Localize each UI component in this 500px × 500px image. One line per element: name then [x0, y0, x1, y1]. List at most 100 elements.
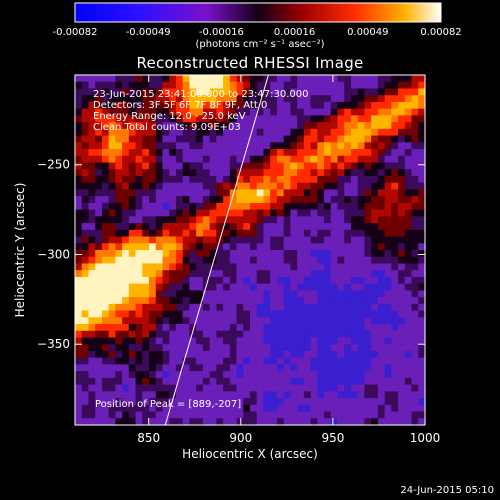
- heatmap-cell: [290, 250, 298, 258]
- heatmap-cell: [317, 115, 325, 123]
- colorbar-tick-label: 0.00016: [273, 27, 316, 38]
- heatmap-cell: [202, 256, 211, 265]
- heatmap-cell: [128, 276, 137, 285]
- heatmap-cell: [256, 418, 265, 425]
- heatmap-cell: [175, 88, 184, 96]
- heatmap-cell: [357, 196, 366, 204]
- heatmap-cell: [88, 411, 96, 419]
- heatmap-cell: [324, 418, 332, 425]
- heatmap-cell: [391, 196, 399, 204]
- heatmap-cell: [263, 330, 271, 339]
- heatmap-cell: [377, 95, 386, 103]
- heatmap-cell: [142, 95, 150, 103]
- heatmap-cell: [122, 243, 130, 251]
- heatmap-cell: [229, 155, 238, 164]
- heatmap-cell: [155, 391, 164, 399]
- heatmap-cell: [81, 250, 90, 258]
- heatmap-cell: [122, 182, 130, 191]
- heatmap-cell: [317, 88, 325, 96]
- heatmap-cell: [290, 162, 298, 170]
- heatmap-cell: [128, 270, 137, 278]
- heatmap-cell: [162, 377, 170, 386]
- heatmap-cell: [384, 169, 392, 177]
- heatmap-cell: [297, 182, 305, 191]
- heatmap-cell: [283, 162, 291, 170]
- heatmap-cell: [95, 404, 103, 413]
- heatmap-cell: [398, 182, 406, 191]
- heatmap-cell: [330, 398, 339, 406]
- heatmap-cell: [324, 135, 332, 143]
- heatmap-cell: [229, 108, 238, 116]
- heatmap-cell: [411, 276, 419, 285]
- heatmap-cell: [404, 189, 413, 197]
- heatmap-cell: [122, 384, 130, 392]
- heatmap-cell: [155, 169, 164, 177]
- heatmap-cell: [236, 357, 244, 366]
- heatmap-cell: [344, 391, 352, 399]
- heatmap-cell: [276, 317, 285, 325]
- heatmap-cell: [276, 290, 285, 298]
- heatmap-cell: [283, 128, 291, 137]
- heatmap-cell: [243, 303, 251, 312]
- heatmap-cell: [108, 250, 116, 258]
- heatmap-cell: [283, 202, 291, 211]
- x-tick-label: 900: [229, 431, 252, 445]
- heatmap-cell: [95, 398, 103, 406]
- heatmap-cell: [384, 303, 392, 312]
- heatmap-cell: [391, 276, 399, 285]
- heatmap-cell: [229, 229, 238, 238]
- heatmap-cell: [303, 209, 312, 217]
- heatmap-cell: [391, 350, 399, 359]
- heatmap-cell: [398, 162, 406, 170]
- heatmap-cell: [202, 270, 211, 278]
- heatmap-cell: [88, 216, 96, 224]
- heatmap-cell: [189, 283, 197, 291]
- heatmap-cell: [243, 75, 251, 83]
- heatmap-cell: [155, 142, 164, 150]
- heatmap-cell: [290, 263, 298, 271]
- heatmap-cell: [283, 175, 291, 184]
- heatmap-cell: [330, 256, 339, 265]
- heatmap-cell: [310, 371, 318, 379]
- heatmap-cell: [276, 310, 285, 318]
- heatmap-cell: [101, 398, 110, 406]
- heatmap-cell: [155, 256, 164, 265]
- heatmap-cell: [88, 391, 96, 399]
- heatmap-cell: [350, 317, 359, 325]
- heatmap-cell: [297, 223, 305, 231]
- heatmap-cell: [81, 128, 90, 137]
- heatmap-cell: [216, 202, 224, 211]
- heatmap-cell: [250, 384, 258, 392]
- heatmap-cell: [162, 391, 170, 399]
- heatmap-cell: [122, 101, 130, 110]
- heatmap-cell: [290, 303, 298, 312]
- heatmap-cell: [337, 128, 345, 137]
- heatmap-cell: [324, 404, 332, 413]
- heatmap-cell: [202, 411, 211, 419]
- heatmap-cell: [95, 371, 103, 379]
- heatmap-cell: [350, 411, 359, 419]
- heatmap-cell: [122, 149, 130, 157]
- heatmap-cell: [142, 182, 150, 191]
- heatmap-cell: [175, 310, 184, 318]
- heatmap-cell: [182, 223, 191, 231]
- heatmap-cell: [115, 229, 123, 238]
- heatmap-cell: [149, 223, 157, 231]
- heatmap-cell: [175, 344, 184, 352]
- heatmap-cell: [337, 115, 345, 123]
- heatmap-cell: [398, 283, 406, 291]
- heatmap-cell: [135, 418, 143, 425]
- heatmap-cell: [344, 223, 352, 231]
- heatmap-cell: [101, 391, 110, 399]
- heatmap-cell: [290, 229, 298, 238]
- heatmap-cell: [310, 357, 318, 366]
- heatmap-cell: [418, 330, 425, 339]
- heatmap-cell: [324, 344, 332, 352]
- heatmap-cell: [411, 108, 419, 116]
- heatmap-cell: [128, 223, 137, 231]
- heatmap-cell: [337, 250, 345, 258]
- heatmap-cell: [324, 75, 332, 83]
- heatmap-cell: [344, 95, 352, 103]
- heatmap-cell: [142, 324, 150, 332]
